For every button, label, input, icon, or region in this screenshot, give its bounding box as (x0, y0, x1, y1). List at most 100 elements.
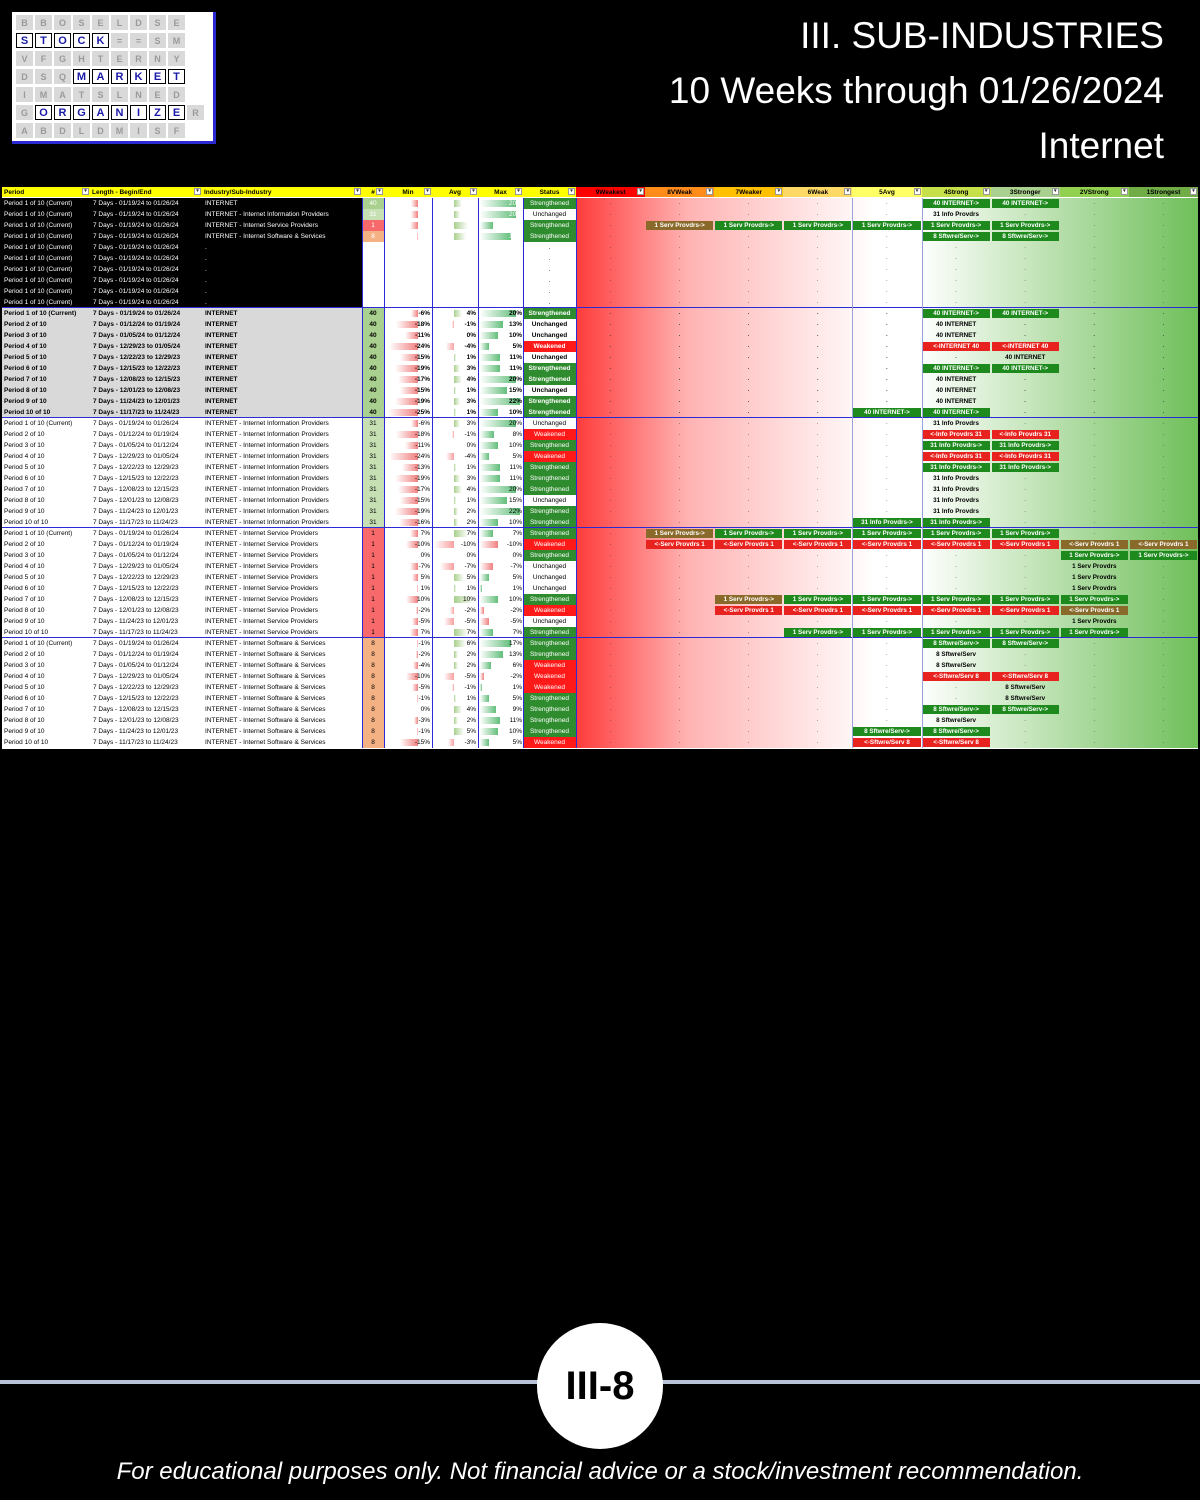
empty-rank-cell: . (955, 288, 957, 294)
max-data-bar (480, 464, 500, 471)
empty-rank-cell: . (678, 673, 681, 679)
empty-rank-cell: . (1093, 728, 1095, 734)
cell-avg: 5% (466, 574, 476, 581)
empty-rank-cell: . (747, 431, 750, 437)
row-background (2, 440, 362, 451)
empty-rank-cell: . (1093, 398, 1095, 404)
column-header[interactable]: Industry/Sub-Industry ▾ (202, 187, 362, 197)
min-data-bar (415, 607, 418, 614)
table-row: Period 9 of 10 7 Days - 11/24/23 to 12/01… (2, 506, 1198, 517)
filter-dropdown-icon[interactable]: ▾ (844, 188, 852, 195)
empty-rank-cell: . (1162, 387, 1165, 393)
column-header[interactable]: 1Strongest ▾ (1128, 187, 1198, 197)
row-background (2, 242, 362, 253)
column-header[interactable]: 6Weak ▾ (783, 187, 853, 197)
empty-rank-cell: . (1024, 651, 1026, 657)
filter-dropdown-icon[interactable]: ▾ (982, 188, 990, 195)
column-header[interactable]: # ▾ (362, 187, 384, 197)
column-header[interactable]: 4Strong ▾ (921, 187, 991, 197)
column-header[interactable]: 9Weakest ▾ (576, 187, 646, 197)
column-header[interactable]: 8VWeak ▾ (645, 187, 715, 197)
column-header[interactable]: Length - Begin/End ▾ (90, 187, 202, 197)
column-header[interactable]: 2VStrong ▾ (1059, 187, 1129, 197)
empty-rank-cell: . (1162, 453, 1165, 459)
cell-max (478, 264, 522, 275)
logo-letter: F (35, 51, 52, 66)
cell-avg: -1% (464, 431, 476, 438)
filter-dropdown-icon[interactable]: ▾ (913, 188, 921, 195)
logo-letter: S (149, 33, 166, 48)
empty-rank-cell: . (609, 200, 612, 206)
cell-length: 7 Days - 12/01/23 to 12/08/23 (93, 387, 181, 394)
filter-dropdown-icon[interactable]: ▾ (1051, 188, 1059, 195)
column-header[interactable]: Max ▾ (478, 187, 523, 197)
empty-rank-cell: . (1162, 420, 1165, 426)
filter-dropdown-icon[interactable]: ▾ (1120, 188, 1128, 195)
cell-industry: INTERNET - Internet Software & Services (205, 673, 326, 680)
cell-min: -24% (414, 343, 430, 350)
cell-period: Period 1 of 10 (Current) (4, 233, 73, 240)
empty-rank-cell: . (609, 541, 612, 547)
empty-rank-cell: . (1162, 431, 1165, 437)
cell-avg: 0% (466, 332, 476, 339)
empty-rank-cell: . (1162, 376, 1165, 382)
filter-dropdown-icon[interactable]: ▾ (775, 188, 783, 195)
max-data-bar (480, 211, 516, 218)
cell-industry: INTERNET (205, 354, 238, 361)
empty-rank-cell: . (1093, 376, 1095, 382)
stats-background (384, 594, 523, 605)
max-data-bar (480, 541, 498, 548)
cell-min: 7% (420, 629, 430, 636)
empty-rank-cell: . (1024, 420, 1026, 426)
empty-rank-cell: . (886, 552, 888, 558)
empty-rank-cell: . (609, 211, 612, 217)
column-header-label: 5Avg (879, 188, 895, 196)
empty-rank-cell: . (1093, 321, 1095, 327)
table-row: Period 1 of 10 (Current) 7 Days - 01/19/2… (2, 297, 1198, 308)
status-background (523, 737, 576, 748)
cell-min: -6% (418, 211, 430, 218)
filter-dropdown-icon[interactable]: ▾ (82, 188, 89, 195)
empty-rank-cell: . (747, 365, 750, 371)
stats-background (384, 385, 523, 396)
min-data-bar (400, 739, 418, 746)
column-header[interactable]: Period ▾ (2, 187, 90, 197)
column-header[interactable]: Min ▾ (384, 187, 432, 197)
table-row: Period 2 of 10 7 Days - 01/12/24 to 01/19… (2, 429, 1198, 440)
page-number: III-8 (565, 1363, 635, 1408)
column-header[interactable]: 7Weaker ▾ (714, 187, 784, 197)
filter-dropdown-icon[interactable]: ▾ (637, 188, 645, 195)
cell-status: Strengthened (528, 409, 571, 416)
empty-rank-cell: . (609, 387, 612, 393)
column-header[interactable]: Avg ▾ (432, 187, 478, 197)
filter-dropdown-icon[interactable]: ▾ (470, 188, 477, 195)
empty-rank-cell: . (1093, 475, 1095, 481)
status-background (523, 693, 576, 704)
avg-data-bar (454, 475, 460, 482)
column-header[interactable]: 5Avg ▾ (852, 187, 922, 197)
column-header[interactable]: 3Stronger ▾ (990, 187, 1060, 197)
column-header[interactable]: Status ▾ (523, 187, 576, 197)
cell-status: . (548, 277, 551, 284)
filter-dropdown-icon[interactable]: ▾ (1189, 188, 1197, 195)
filter-dropdown-icon[interactable]: ▾ (424, 188, 431, 195)
empty-rank-cell: . (1162, 563, 1165, 569)
empty-rank-cell: . (1093, 684, 1095, 690)
cell-industry: INTERNET (205, 200, 238, 207)
empty-rank-cell: . (609, 728, 612, 734)
empty-rank-cell: . (678, 255, 681, 261)
filter-dropdown-icon[interactable]: ▾ (515, 188, 522, 195)
filter-dropdown-icon[interactable]: ▾ (376, 188, 383, 195)
logo-letter: N (111, 105, 128, 120)
filter-dropdown-icon[interactable]: ▾ (354, 188, 361, 195)
filter-dropdown-icon[interactable]: ▾ (194, 188, 201, 195)
cell-avg: 10% (462, 596, 476, 603)
cell-length: 7 Days - 12/08/23 to 12/15/23 (93, 706, 179, 713)
count-cell-background (362, 594, 384, 605)
filter-dropdown-icon[interactable]: ▾ (706, 188, 714, 195)
empty-rank-cell: . (747, 640, 750, 646)
avg-data-bar (452, 684, 454, 691)
empty-rank-cell: . (1093, 277, 1095, 283)
filter-dropdown-icon[interactable]: ▾ (568, 188, 575, 195)
